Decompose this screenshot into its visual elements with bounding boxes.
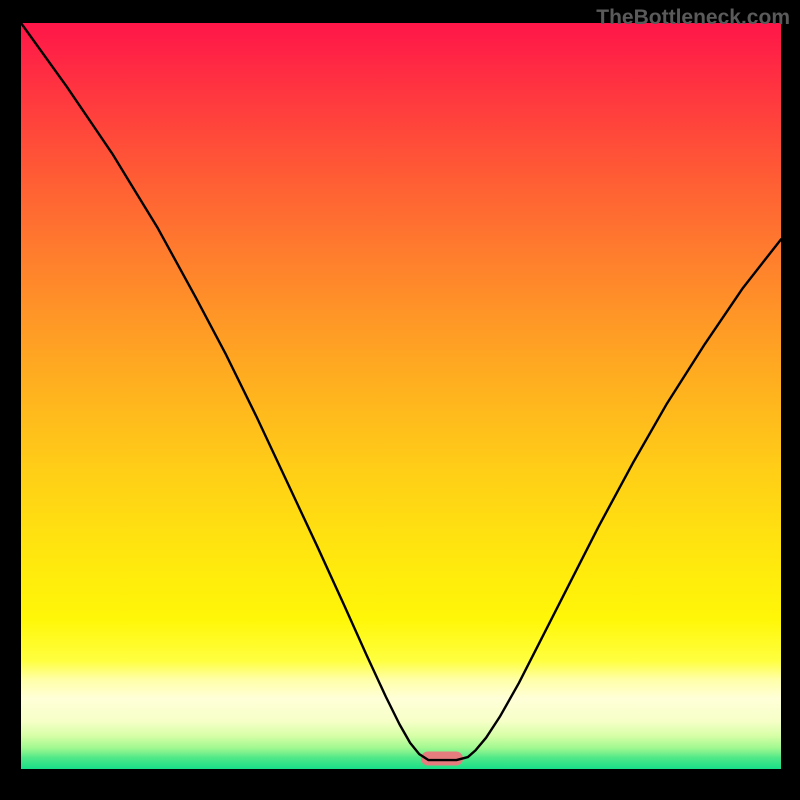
watermark-text: TheBottleneck.com [596, 6, 790, 30]
chart-container: TheBottleneck.com [0, 0, 800, 800]
chart-gradient-bg [21, 23, 781, 769]
bottleneck-chart [0, 0, 800, 800]
